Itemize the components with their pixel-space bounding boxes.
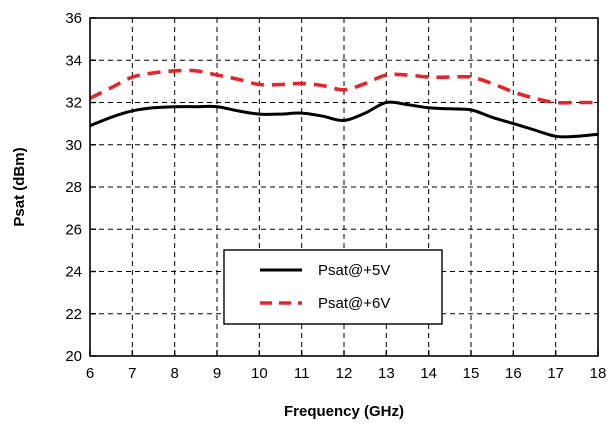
y-tick-label-20: 20 (65, 348, 82, 365)
y-tick-label-28: 28 (65, 179, 82, 196)
y-axis-title: Psat (dBm) (11, 147, 28, 226)
x-tick-label-15: 15 (463, 365, 480, 382)
y-tick-label-30: 30 (65, 137, 82, 154)
x-tick-label-6: 6 (86, 365, 94, 382)
x-tick-label-18: 18 (590, 365, 607, 382)
y-tick-labels: 20 22 24 26 28 30 32 34 36 (65, 10, 82, 365)
y-tick-label-24: 24 (65, 264, 82, 281)
legend-label-psat-6v: Psat@+6V (318, 295, 390, 312)
y-tick-label-22: 22 (65, 306, 82, 323)
x-tick-label-12: 12 (336, 365, 353, 382)
legend: Psat@+5V Psat@+6V (224, 250, 442, 324)
x-tick-label-7: 7 (128, 365, 136, 382)
x-tick-label-13: 13 (378, 365, 395, 382)
y-tick-label-26: 26 (65, 221, 82, 238)
legend-label-psat-5v: Psat@+5V (318, 262, 390, 279)
x-axis-title: Frequency (GHz) (284, 403, 404, 420)
x-tick-label-9: 9 (213, 365, 221, 382)
y-tick-label-36: 36 (65, 10, 82, 27)
x-tick-label-16: 16 (505, 365, 522, 382)
y-tick-label-34: 34 (65, 52, 82, 69)
x-tick-label-11: 11 (294, 365, 310, 382)
x-tick-label-10: 10 (251, 365, 268, 382)
y-tick-label-32: 32 (65, 95, 82, 112)
x-tick-label-14: 14 (420, 365, 437, 382)
series-line-0 (90, 102, 598, 137)
x-tick-labels: 6 7 8 9 10 11 12 13 14 15 16 17 18 (86, 365, 607, 382)
x-tick-label-8: 8 (170, 365, 178, 382)
x-tick-label-17: 17 (547, 365, 564, 382)
